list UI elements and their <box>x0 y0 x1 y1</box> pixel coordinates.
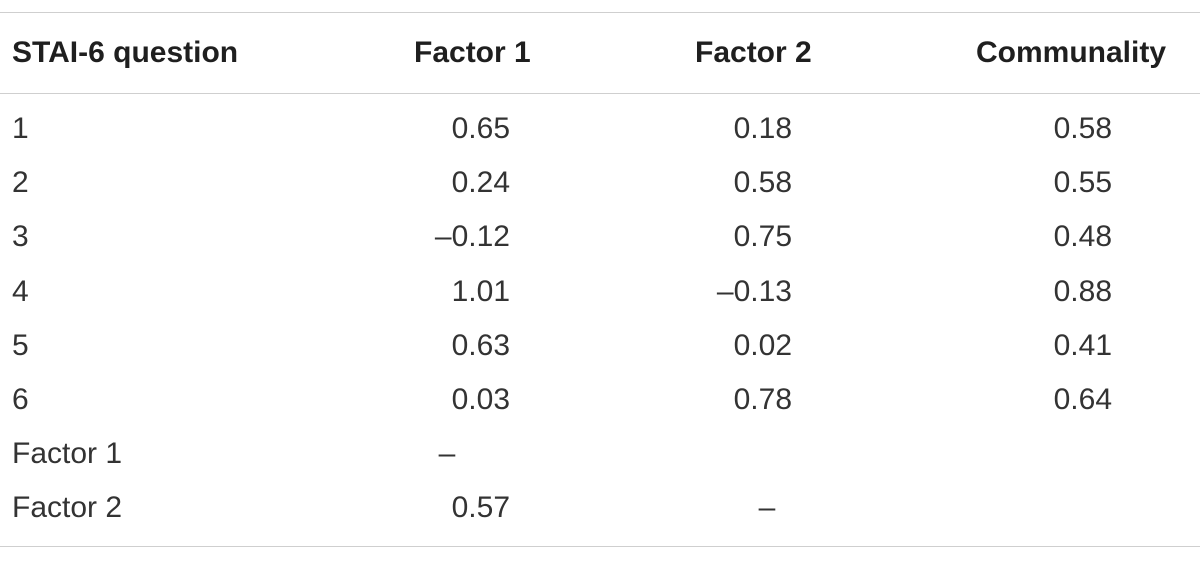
bottom-rule <box>0 545 1200 547</box>
factor-1-value: – <box>438 437 456 471</box>
table-header-row: STAI-6 question Factor 1 Factor 2 Commun… <box>0 13 1200 93</box>
table-row: 4 1.01 –0.13 0.88 <box>0 265 1200 319</box>
top-rule <box>0 12 1200 13</box>
communality-value: 0.41 <box>1053 328 1112 362</box>
communality-value: 0.64 <box>1053 382 1112 416</box>
table-row: 6 0.03 0.78 0.64 <box>0 373 1200 427</box>
factor-2-value: 0.18 <box>733 112 792 145</box>
table-row: Factor 1 – <box>0 427 1200 481</box>
factor-2-value: 0.58 <box>733 166 792 200</box>
factor-2-value: 0.02 <box>733 328 792 362</box>
header-factor-2: Factor 2 <box>695 36 812 69</box>
table-row: 2 0.24 0.58 0.55 <box>0 156 1200 210</box>
factor-2-value <box>682 427 792 481</box>
communality-value <box>1002 481 1112 535</box>
header-stai-question: STAI-6 question <box>12 36 239 69</box>
header-factor-1: Factor 1 <box>414 36 531 69</box>
factor-2-value: – <box>758 491 776 525</box>
factor-2-value: –0.13 <box>716 274 792 308</box>
row-label: 2 <box>12 166 29 200</box>
row-label: 3 <box>12 220 29 254</box>
factor-1-value: –0.12 <box>434 220 510 254</box>
factor-loadings-table: STAI-6 question Factor 1 Factor 2 Commun… <box>0 12 1200 547</box>
communality-value <box>1002 427 1112 481</box>
factor-1-value: 1.01 <box>451 274 510 308</box>
communality-value: 0.88 <box>1053 274 1112 308</box>
table-row: 3 –0.12 0.75 0.48 <box>0 210 1200 264</box>
header-rule <box>0 93 1200 94</box>
table-row: 5 0.63 0.02 0.41 <box>0 319 1200 373</box>
table-body: 1 0.65 0.18 0.58 2 0.24 0.58 0.55 3 –0.1… <box>0 94 1200 546</box>
row-label: Factor 2 <box>12 491 123 525</box>
communality-value: 0.48 <box>1053 220 1112 254</box>
factor-2-value: 0.75 <box>733 220 792 254</box>
factor-1-value: 0.57 <box>451 491 510 525</box>
table-row: 1 0.65 0.18 0.58 <box>0 102 1200 156</box>
header-communality: Communality <box>976 36 1167 69</box>
row-label: 4 <box>12 274 29 308</box>
factor-1-value: 0.24 <box>451 166 510 200</box>
row-label: 5 <box>12 328 29 362</box>
row-label: 6 <box>12 382 29 416</box>
row-label: 1 <box>12 112 29 145</box>
factor-1-value: 0.63 <box>451 328 510 362</box>
communality-value: 0.55 <box>1053 166 1112 200</box>
table-row: Factor 2 0.57 – <box>0 481 1200 535</box>
row-label: Factor 1 <box>12 437 123 471</box>
factor-1-value: 0.03 <box>451 382 510 416</box>
factor-1-value: 0.65 <box>451 112 510 145</box>
communality-value: 0.58 <box>1053 112 1112 145</box>
factor-2-value: 0.78 <box>733 382 792 416</box>
